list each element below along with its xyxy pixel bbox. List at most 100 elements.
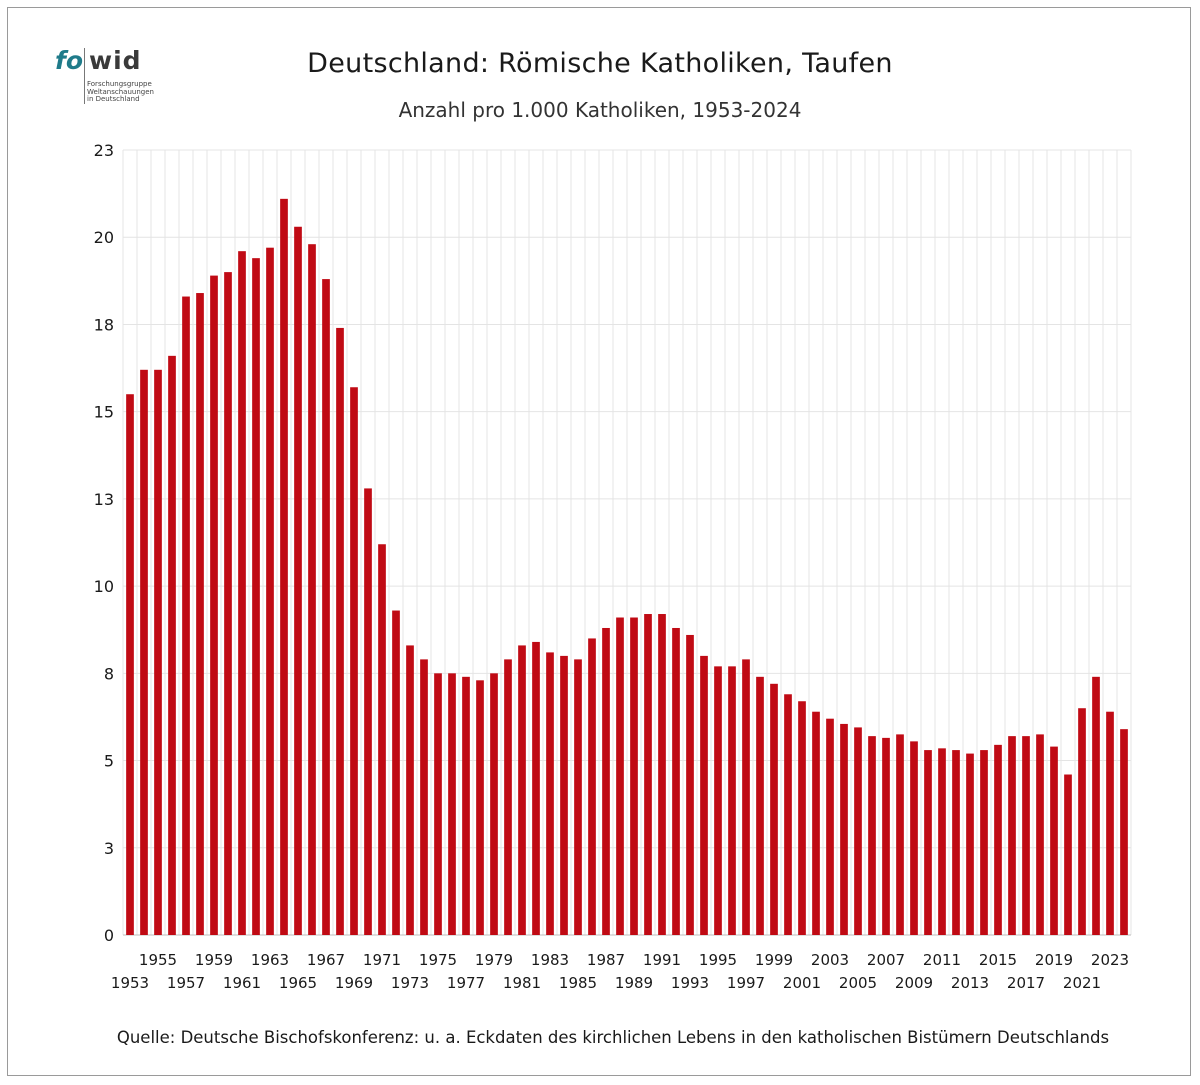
logo-part1: fo [55, 46, 84, 75]
bar-1959 [210, 275, 218, 936]
x-tick-label: 2017 [1007, 974, 1045, 992]
bars [126, 198, 1128, 936]
logo-divider [84, 48, 85, 104]
x-tick-label: 1997 [727, 974, 765, 992]
bar-1977 [462, 676, 470, 935]
x-tick-label: 1969 [335, 974, 373, 992]
bar-1954 [140, 369, 148, 935]
x-tick-label: 2003 [811, 951, 849, 969]
logo-line2: Weltanschauungen [87, 87, 154, 96]
bar-1979 [490, 673, 498, 935]
bar-1967 [322, 279, 330, 936]
bar-1994 [700, 655, 708, 935]
bar-1972 [392, 610, 400, 935]
bar-2007 [882, 737, 890, 935]
x-tick-label: 1999 [755, 951, 793, 969]
fowid-logo: fo wid Forschungsgruppe Weltanschauungen… [55, 46, 165, 110]
x-tick-label: 1961 [223, 974, 261, 992]
bar-1955 [154, 369, 162, 935]
y-tick-label: 5 [104, 752, 114, 771]
bar-2016 [1008, 736, 1016, 935]
y-tick-label: 18 [94, 315, 114, 334]
bar-2022 [1092, 676, 1100, 935]
x-axis-ticks: 1953 1955 1957 1959 1961 1963 1965 1967 1969 1971… [111, 951, 1129, 992]
bar-2018 [1036, 734, 1044, 935]
bar-1953 [126, 394, 134, 935]
x-tick-label: 1981 [503, 974, 541, 992]
bar-1997 [742, 659, 750, 935]
bar-1970 [364, 488, 372, 935]
x-tick-label: 2011 [923, 951, 961, 969]
grid-lines [122, 149, 1132, 936]
bar-2019 [1050, 746, 1058, 935]
x-tick-label: 1977 [447, 974, 485, 992]
y-tick-label: 15 [94, 403, 114, 422]
bar-1962 [252, 258, 260, 936]
bar-1996 [728, 666, 736, 935]
x-tick-label: 1993 [671, 974, 709, 992]
bar-1971 [378, 544, 386, 935]
bar-1984 [560, 655, 568, 935]
bar-1957 [182, 296, 190, 935]
bar-2020 [1064, 774, 1072, 935]
x-tick-label: 2001 [783, 974, 821, 992]
bar-2000 [784, 694, 792, 935]
x-tick-label: 2015 [979, 951, 1017, 969]
y-tick-label: 23 [94, 141, 114, 160]
bar-2021 [1078, 708, 1086, 935]
y-tick-label: 13 [94, 490, 114, 509]
x-tick-label: 1953 [111, 974, 149, 992]
bar-1991 [658, 614, 666, 935]
bar-1985 [574, 659, 582, 935]
bar-1956 [168, 355, 176, 935]
x-tick-label: 1983 [531, 951, 569, 969]
chart-title: Deutschland: Römische Katholiken, Taufen [307, 48, 893, 79]
bar-1966 [308, 244, 316, 935]
bar-1974 [420, 659, 428, 935]
y-tick-label: 3 [104, 839, 114, 858]
bar-1993 [686, 634, 694, 935]
x-tick-label: 1991 [643, 951, 681, 969]
x-tick-label: 2021 [1063, 974, 1101, 992]
bar-1999 [770, 683, 778, 935]
bar-1989 [630, 617, 638, 935]
bar-1986 [588, 638, 596, 935]
bar-2008 [896, 734, 904, 935]
bar-2015 [994, 744, 1002, 935]
bar-1980 [504, 659, 512, 935]
y-axis-ticks: 0 3 5 8 10 13 15 18 20 23 [94, 141, 114, 945]
x-tick-label: 1985 [559, 974, 597, 992]
bar-1973 [406, 645, 414, 935]
x-tick-label: 1959 [195, 951, 233, 969]
y-tick-label: 20 [94, 228, 114, 247]
logo-line3: in Deutschland [87, 95, 140, 103]
bar-1976 [448, 673, 456, 935]
bar-2002 [812, 711, 820, 935]
bar-1964 [280, 198, 288, 935]
bar-1975 [434, 673, 442, 935]
bar-1968 [336, 327, 344, 935]
bar-1998 [756, 676, 764, 935]
y-tick-label: 10 [94, 577, 114, 596]
source-note: Quelle: Deutsche Bischofskonferenz: u. a… [116, 1028, 1110, 1047]
bar-1960 [224, 272, 232, 936]
bar-2001 [798, 701, 806, 935]
x-tick-label: 1955 [139, 951, 177, 969]
bar-1969 [350, 387, 358, 935]
bar-2004 [840, 723, 848, 935]
logo-line1: Forschungsgruppe [87, 80, 152, 88]
bar-2024 [1120, 729, 1128, 935]
x-tick-label: 1957 [167, 974, 205, 992]
bar-1958 [196, 293, 204, 935]
x-tick-label: 1963 [251, 951, 289, 969]
bar-2013 [966, 753, 974, 935]
bar-2005 [854, 727, 862, 935]
y-tick-label: 8 [104, 664, 114, 683]
x-tick-label: 1995 [699, 951, 737, 969]
y-tick-label: 0 [104, 926, 114, 945]
x-tick-label: 1967 [307, 951, 345, 969]
x-tick-label: 2009 [895, 974, 933, 992]
x-tick-label: 1989 [615, 974, 653, 992]
bar-2023 [1106, 711, 1114, 935]
